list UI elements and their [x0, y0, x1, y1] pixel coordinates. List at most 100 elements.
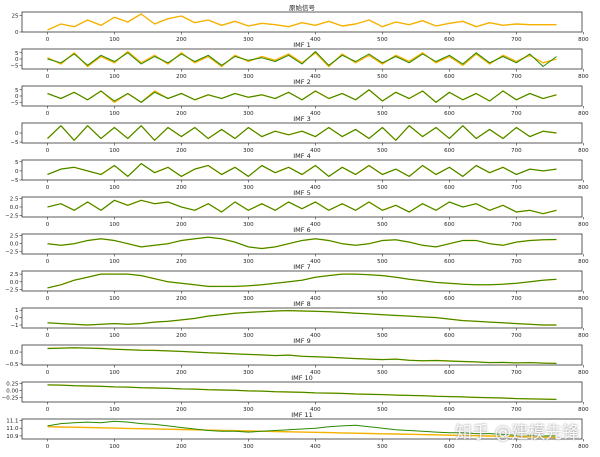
series-line-reconstructed [47, 125, 557, 141]
x-tick-label: 500 [377, 185, 388, 191]
x-tick-label: 500 [377, 333, 388, 339]
series-line-original [47, 50, 557, 68]
x-tick-label: 300 [243, 407, 254, 413]
series-line-reconstructed [47, 199, 557, 215]
series-line-reconstructed [47, 384, 557, 400]
y-tick-label: 0 [15, 30, 19, 36]
x-tick-label: 200 [176, 370, 187, 376]
x-tick-label: 400 [310, 333, 321, 339]
x-tick-label: 300 [243, 444, 254, 450]
x-tick-label: 300 [243, 37, 254, 43]
x-tick-label: 200 [176, 296, 187, 302]
y-tick-label: −5 [10, 140, 19, 146]
x-tick-label: 300 [243, 259, 254, 265]
x-tick-label: 600 [444, 333, 455, 339]
watermark: 知乎 @建模先锋 [455, 423, 580, 443]
x-tick-label: 400 [310, 111, 321, 117]
x-tick-label: 0 [46, 37, 50, 43]
x-tick-label: 400 [310, 407, 321, 413]
x-tick-label: 800 [578, 222, 589, 228]
subplot-title: IMF 9 [293, 337, 310, 345]
x-tick-label: 500 [377, 444, 388, 450]
x-tick-label: 700 [511, 296, 522, 302]
subplot-title: IMF 8 [293, 300, 310, 308]
x-tick-label: 500 [377, 148, 388, 154]
x-tick-label: 700 [511, 444, 522, 450]
x-tick-label: 100 [109, 111, 120, 117]
x-tick-label: 700 [511, 148, 522, 154]
subplot-10: IMF 10 0 100 200 300 400 500 600 700 800 −0.250.00… [2, 374, 589, 413]
x-tick-label: 100 [109, 370, 120, 376]
subplot-0: 原始信号 0 100 200 300 400 500 600 700 800 0 25 [12, 3, 590, 43]
axes-frame [21, 122, 583, 144]
x-tick-label: 300 [243, 111, 254, 117]
y-tick-label: 0.0 [10, 205, 19, 211]
subplot-title: IMF 11 [291, 411, 313, 419]
x-tick-label: 100 [109, 407, 120, 413]
y-tick-label: 0.25 [6, 381, 19, 387]
y-tick-label: 0 [15, 57, 19, 63]
x-tick-label: 400 [310, 444, 321, 450]
x-tick-label: 700 [511, 185, 522, 191]
x-tick-label: 700 [511, 222, 522, 228]
x-tick-label: 500 [377, 296, 388, 302]
x-tick-label: 200 [176, 222, 187, 228]
x-tick-label: 600 [444, 370, 455, 376]
y-tick-label: 5 [15, 88, 19, 94]
subplot-title: IMF 2 [293, 78, 310, 86]
x-tick-label: 300 [243, 333, 254, 339]
x-tick-label: 800 [578, 259, 589, 265]
y-tick-label: 5 [15, 51, 19, 57]
subplot-7: IMF 7 0 100 200 300 400 500 600 700 800 −2.50.0 2.5 [5, 263, 589, 302]
y-tick-label: −0.5 [5, 362, 19, 368]
axes-frame [21, 344, 583, 366]
y-tick-label: −5 [10, 178, 19, 184]
x-tick-label: 800 [578, 185, 589, 191]
x-tick-label: 200 [176, 259, 187, 265]
x-tick-label: 800 [578, 111, 589, 117]
y-tick-label: 0 [15, 131, 19, 137]
y-tick-label: 0.00 [6, 389, 19, 395]
x-tick-label: 0 [46, 222, 50, 228]
x-tick-label: 800 [578, 333, 589, 339]
x-tick-label: 600 [444, 444, 455, 450]
x-tick-label: 200 [176, 407, 187, 413]
x-tick-label: 0 [46, 74, 50, 80]
subplot-1: IMF 10 100 200 300 400 500 600 700 800−505 [10, 41, 589, 80]
y-tick-label: 5 [15, 160, 19, 166]
x-tick-label: 200 [176, 444, 187, 450]
x-tick-label: 500 [377, 111, 388, 117]
x-tick-label: 0 [46, 111, 50, 117]
axes-frame [21, 418, 583, 440]
subplot-title: IMF 5 [293, 189, 310, 197]
x-tick-label: 800 [578, 444, 589, 450]
x-tick-label: 400 [310, 222, 321, 228]
x-tick-label: 400 [310, 259, 321, 265]
axes-frame [21, 270, 583, 292]
x-tick-label: 300 [243, 370, 254, 376]
x-tick-label: 0 [46, 148, 50, 154]
x-tick-label: 700 [511, 333, 522, 339]
subplot-title: IMF 7 [293, 263, 310, 271]
y-tick-label: −5 [10, 63, 19, 69]
x-tick-label: 0 [46, 296, 50, 302]
x-tick-label: 600 [444, 111, 455, 117]
x-tick-label: 600 [444, 148, 455, 154]
x-tick-label: 600 [444, 185, 455, 191]
y-tick-label: 0 [15, 316, 19, 322]
x-tick-label: 700 [511, 259, 522, 265]
y-tick-label: 2.5 [10, 272, 19, 278]
x-tick-label: 200 [176, 111, 187, 117]
series-line-original [47, 13, 557, 31]
axes-frame [21, 307, 583, 329]
y-tick-label: −2.5 [5, 250, 19, 256]
subplot-title: IMF 10 [291, 374, 313, 382]
x-tick-label: 300 [243, 148, 254, 154]
series-line-original [47, 426, 557, 439]
x-tick-label: 100 [109, 333, 120, 339]
axes-frame [21, 11, 583, 33]
x-tick-label: 200 [176, 148, 187, 154]
x-tick-label: 200 [176, 37, 187, 43]
x-tick-label: 400 [310, 296, 321, 302]
subplot-title: IMF 3 [293, 115, 310, 123]
